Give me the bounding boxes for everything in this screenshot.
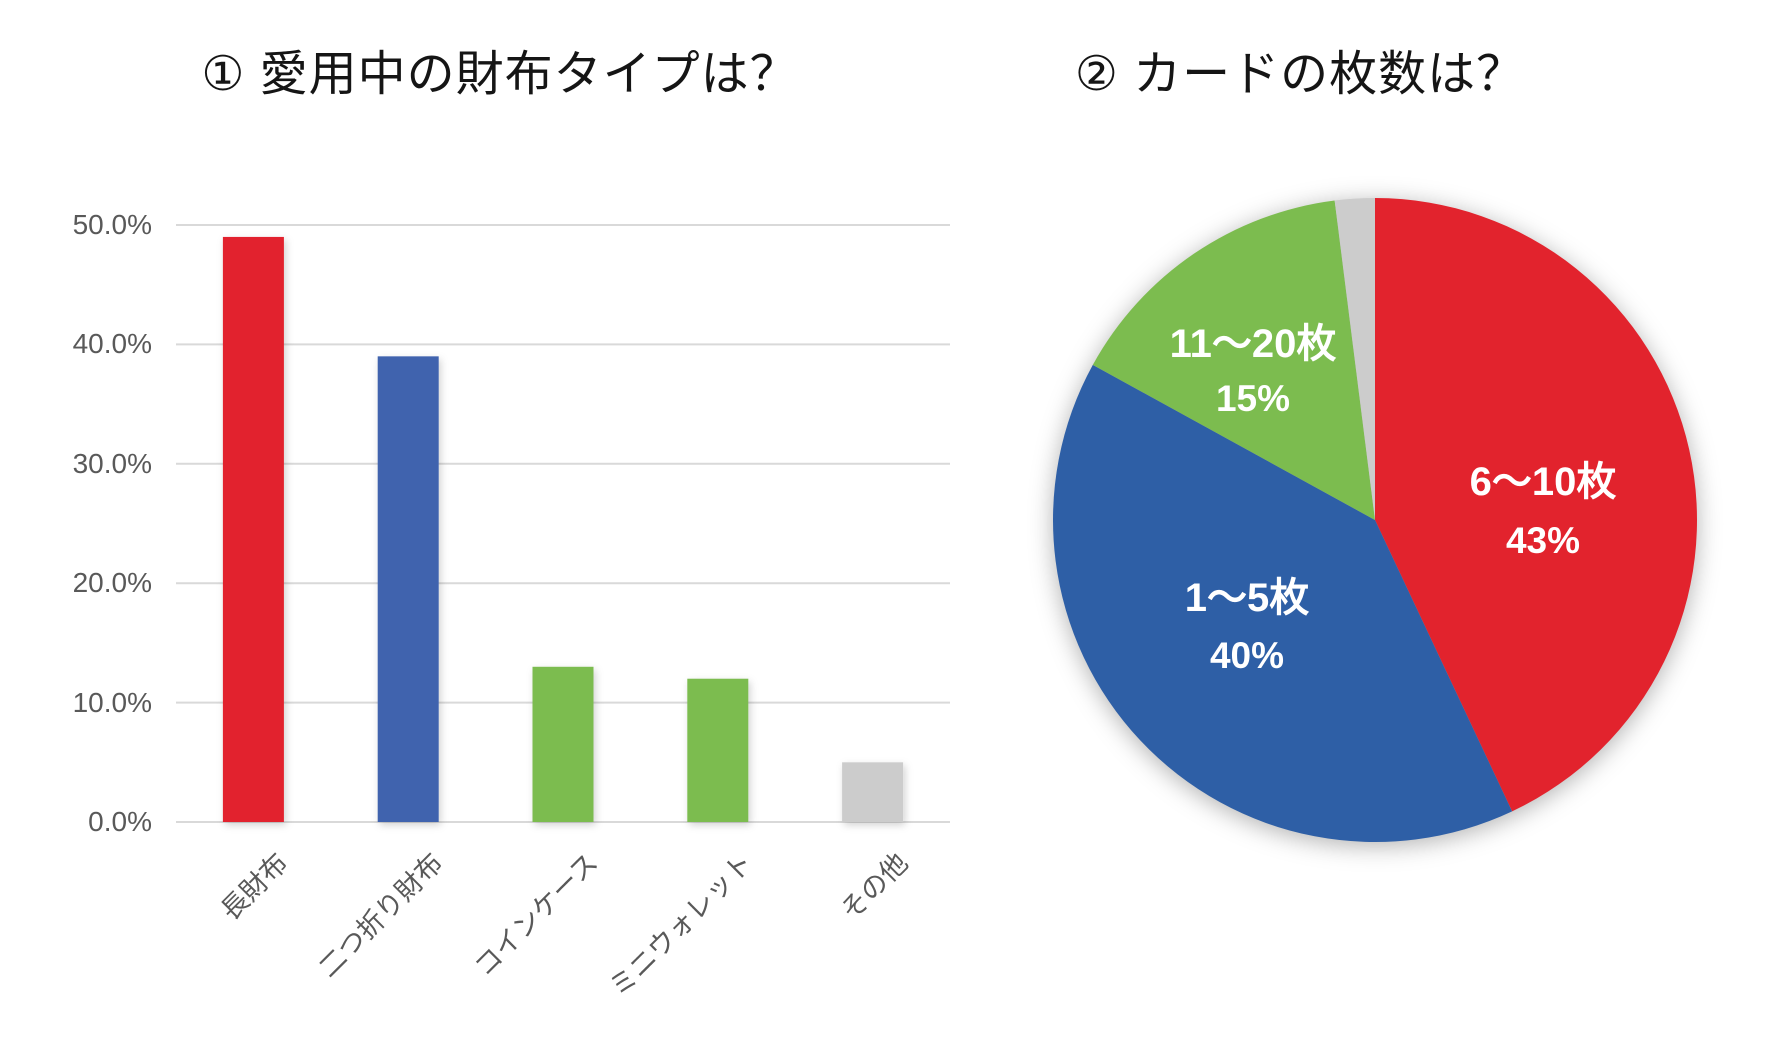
bar-chart-title: ① 愛用中の財布タイプは？	[201, 48, 799, 101]
y-axis-tick-label: 0.0%	[88, 806, 152, 837]
pie-slice-name: 11～20枚	[1169, 322, 1337, 366]
pie-slice-percent: 15%	[1215, 378, 1291, 419]
pie-slice-percent: 40%	[1209, 635, 1285, 676]
pie-slice-1	[1053, 364, 1513, 842]
pie-slice-percent: 43%	[1505, 520, 1581, 561]
pie-slice-label-2: 11～20枚 15%	[1053, 320, 1453, 422]
y-axis-tick-label: 20.0%	[72, 567, 152, 599]
pie-slice-2	[1092, 200, 1375, 520]
pie-slice-name: 1～5枚	[1184, 576, 1310, 620]
pie-slices	[1053, 198, 1697, 842]
bar-2	[532, 666, 594, 822]
bar-0	[222, 236, 284, 822]
bar-3	[687, 678, 749, 822]
pie-chart-title: ② カードの枚数は？	[1074, 48, 1526, 101]
y-axis-tick-label: 10.0%	[72, 686, 152, 718]
y-axis-tick-label: 50.0%	[72, 209, 152, 240]
bar-4	[842, 762, 904, 822]
pie-slice-label-1: 1～5枚 40%	[1047, 574, 1447, 679]
pie-slice-3	[1334, 198, 1375, 520]
y-axis-tick-label: 30.0%	[72, 447, 152, 479]
bar-1	[377, 356, 439, 822]
pie-slice-label-0: 6～10枚 43%	[1343, 458, 1743, 564]
pie-slice-name: 6～10枚	[1469, 460, 1617, 504]
pie-slice-0	[1375, 198, 1697, 812]
y-axis-tick-label: 40.0%	[72, 328, 152, 360]
